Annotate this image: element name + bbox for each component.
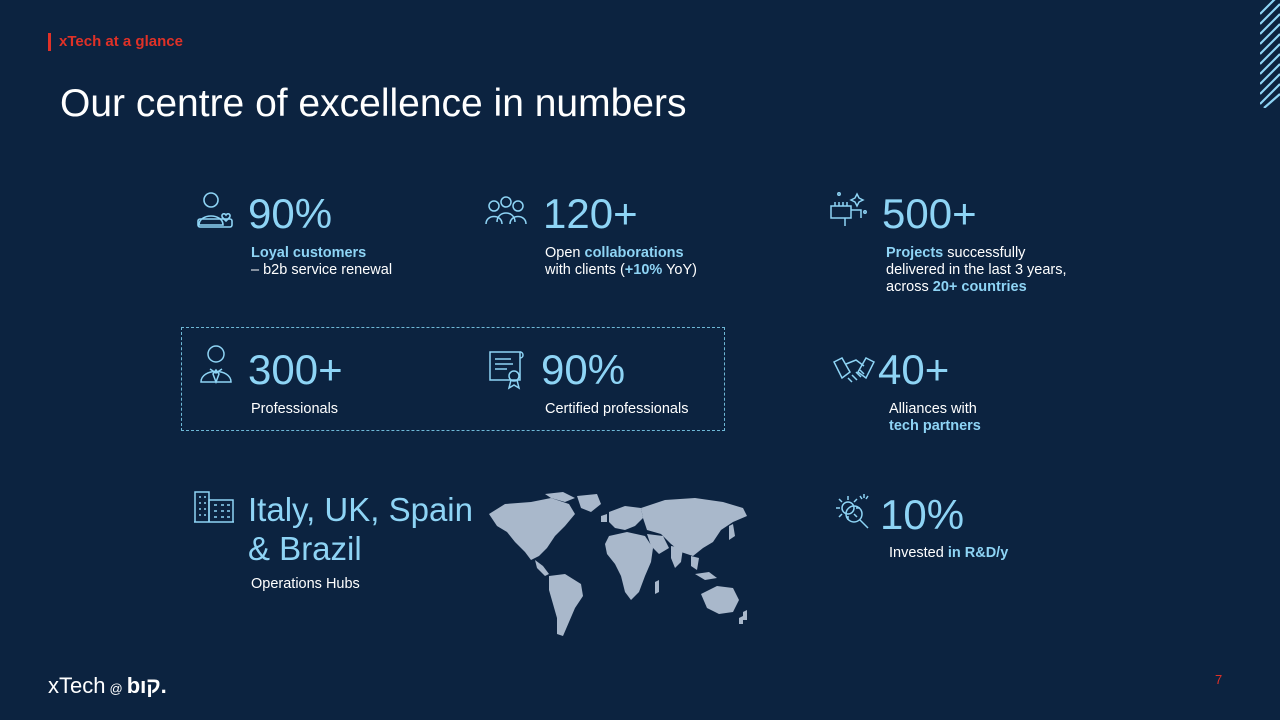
certificate-icon	[489, 351, 524, 390]
page-title: Our centre of excellence in numbers	[60, 82, 687, 125]
stat-pre-rnd: Invested	[889, 545, 948, 561]
decorative-stripes	[1260, 0, 1280, 108]
highlight-box	[181, 327, 725, 431]
stat-highlight-rnd: in R&D/y	[947, 545, 1009, 561]
section-tag: xTech at a glance	[48, 33, 183, 51]
stat-line-loyal: – b2b service renewal	[251, 262, 393, 278]
stat-line2-projects: delivered in the last 3 years,	[886, 262, 1067, 278]
page-number: 7	[1215, 672, 1223, 687]
stat-value-certified: 90%	[541, 346, 626, 393]
hubs-line1: Italy, UK, Spain	[248, 491, 473, 528]
stat-desc-loyal: Loyal customers – b2b service renewal	[251, 245, 392, 279]
stat-desc-rnd: Invested in R&D/y	[889, 545, 1008, 562]
stat-line2-pre-collab: with clients (	[545, 262, 625, 278]
stat-highlight-alliances: tech partners	[889, 418, 981, 434]
handshake-icon	[832, 357, 876, 383]
stat-highlight-collab: collaborations	[584, 245, 684, 261]
stat-post-projects: successfully	[943, 245, 1026, 261]
stat-desc-projects: Projects successfully delivered in the l…	[886, 245, 1067, 296]
stat-highlight-projects: Projects	[886, 245, 944, 261]
stat-label-certified: Certified professionals	[545, 401, 689, 417]
logo-at: @	[109, 681, 123, 696]
stat-value-alliances: 40+	[878, 346, 950, 393]
team-icon	[485, 196, 527, 225]
logo-main: xTech	[48, 673, 106, 698]
professional-icon	[200, 345, 232, 385]
footer-logo: xTech @ bıק.	[48, 672, 167, 703]
stat-label-hubs: Operations Hubs	[251, 576, 360, 592]
stat-highlight-loyal: Loyal customers	[251, 245, 367, 261]
stat-pre-collab: Open	[545, 245, 585, 261]
stat-line2-hl-collab: +10%	[624, 262, 663, 278]
logo-brand: bıק.	[126, 673, 167, 698]
stat-line2-post-collab: YoY)	[662, 262, 697, 278]
stat-line3-hl-projects: 20+ countries	[932, 279, 1027, 295]
stat-value-professionals: 300+	[248, 346, 343, 393]
stat-value-hubs: Italy, UK, Spain & Brazil	[248, 490, 473, 568]
stat-desc-collab: Open collaborations with clients (+10% Y…	[545, 245, 697, 279]
stat-label-professionals: Professionals	[251, 401, 339, 417]
stat-line1-alliances: Alliances with	[889, 401, 977, 417]
world-map	[489, 492, 747, 636]
customer-heart-icon	[197, 192, 233, 228]
gear-search-icon	[836, 494, 869, 529]
stat-value-loyal: 90%	[248, 190, 333, 237]
stat-desc-alliances: Alliances with tech partners	[889, 401, 981, 435]
stat-value-rnd: 10%	[880, 491, 965, 538]
stat-value-projects: 500+	[882, 190, 977, 237]
hubs-line2: & Brazil	[248, 530, 362, 567]
stat-value-collab: 120+	[543, 190, 638, 237]
buildings-icon	[194, 491, 234, 523]
stat-line3-pre-projects: across	[886, 279, 933, 295]
fist-sparkle-icon	[830, 192, 867, 226]
